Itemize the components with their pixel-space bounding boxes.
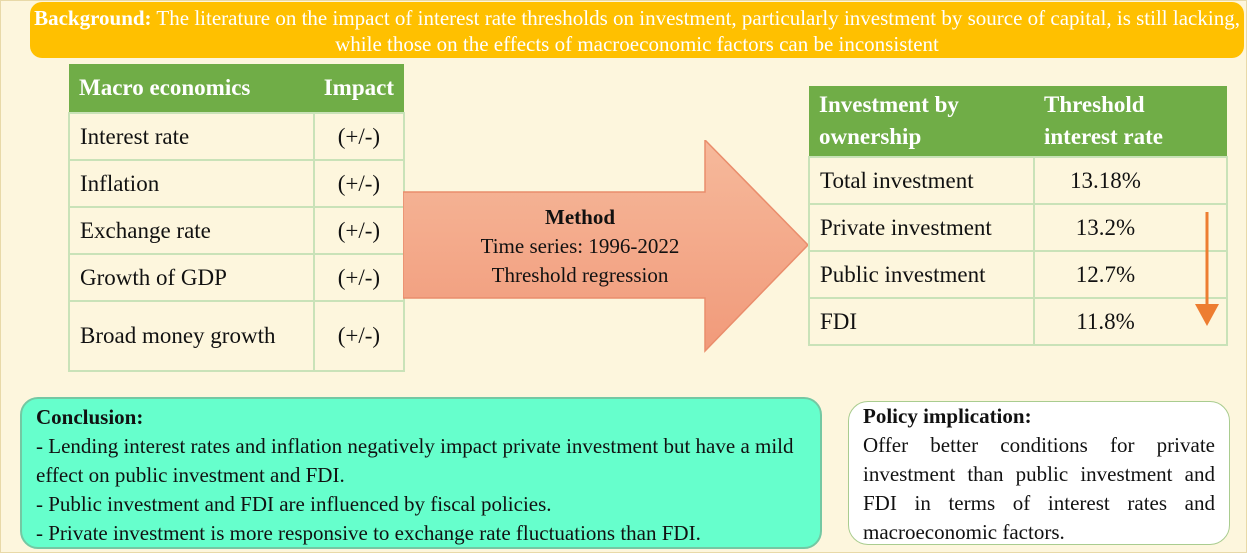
macro-factor: Inflation <box>68 159 315 208</box>
method-arrow-icon <box>403 140 810 353</box>
investment-type: Total investment <box>808 156 1035 205</box>
macro-factor: Interest rate <box>68 112 315 161</box>
threshold-row: Total investment 13.18% <box>808 156 1228 205</box>
macro-impact: (+/-) <box>312 159 406 208</box>
threshold-rate: 13.18% <box>1033 156 1228 205</box>
policy-title: Policy implication: <box>863 404 1032 428</box>
background-text: The literature on the impact of interest… <box>151 6 1240 56</box>
conclusion-title: Conclusion: <box>36 405 144 429</box>
threshold-row: FDI 11.8% <box>808 297 1228 346</box>
conclusion-point: - Public investment and FDI are influenc… <box>36 492 552 516</box>
investment-type: FDI <box>808 297 1035 346</box>
threshold-rate: 13.2% <box>1033 203 1228 252</box>
macro-impact: (+/-) <box>312 253 406 302</box>
conclusion-point: - Lending interest rates and inflation n… <box>36 434 794 487</box>
conclusion-box: Conclusion: - Lending interest rates and… <box>20 397 822 549</box>
threshold-row: Private investment 13.2% <box>808 203 1228 252</box>
method-title: Method <box>545 205 615 229</box>
threshold-table: Investment by ownership Threshold intere… <box>808 86 1228 346</box>
macro-row: Inflation (+/-) <box>68 159 406 208</box>
conclusion-point: - Private investment is more responsive … <box>36 521 701 545</box>
investment-type: Public investment <box>808 250 1035 299</box>
macro-row: Interest rate (+/-) <box>68 112 406 161</box>
macro-economics-table: Macro economics Impact Interest rate (+/… <box>68 64 406 372</box>
macro-row: Exchange rate (+/-) <box>68 206 406 255</box>
background-banner: Background: The literature on the impact… <box>30 2 1244 58</box>
threshold-table-header: Investment by ownership Threshold intere… <box>809 86 1227 157</box>
macro-factor: Exchange rate <box>68 206 315 255</box>
threshold-rate: 11.8% <box>1033 297 1228 346</box>
down-arrow-icon <box>1195 212 1219 326</box>
method-line: Threshold regression <box>491 263 669 287</box>
macro-factor: Broad money growth <box>68 300 315 372</box>
policy-implication-box: Policy implication: Offer better conditi… <box>848 401 1230 545</box>
threshold-header-type: Investment by ownership <box>809 86 1034 157</box>
macro-row: Growth of GDP (+/-) <box>68 253 406 302</box>
threshold-rate: 12.7% <box>1033 250 1228 299</box>
policy-text: Offer better conditions for private inve… <box>863 433 1215 544</box>
method-line: Time series: 1996-2022 <box>480 234 680 258</box>
macro-table-header: Macro economics Impact <box>69 64 404 113</box>
threshold-header-rate: Threshold interest rate <box>1034 86 1227 157</box>
macro-impact: (+/-) <box>312 300 406 372</box>
threshold-row: Public investment 12.7% <box>808 250 1228 299</box>
method-text: Method Time series: 1996-2022 Threshold … <box>455 203 705 290</box>
macro-header-factor: Macro economics <box>69 64 314 113</box>
macro-row: Broad money growth (+/-) <box>68 300 406 372</box>
macro-impact: (+/-) <box>312 206 406 255</box>
background-label: Background: <box>34 6 152 30</box>
investment-type: Private investment <box>808 203 1035 252</box>
macro-impact: (+/-) <box>312 112 406 161</box>
macro-header-impact: Impact <box>313 64 404 113</box>
macro-factor: Growth of GDP <box>68 253 315 302</box>
